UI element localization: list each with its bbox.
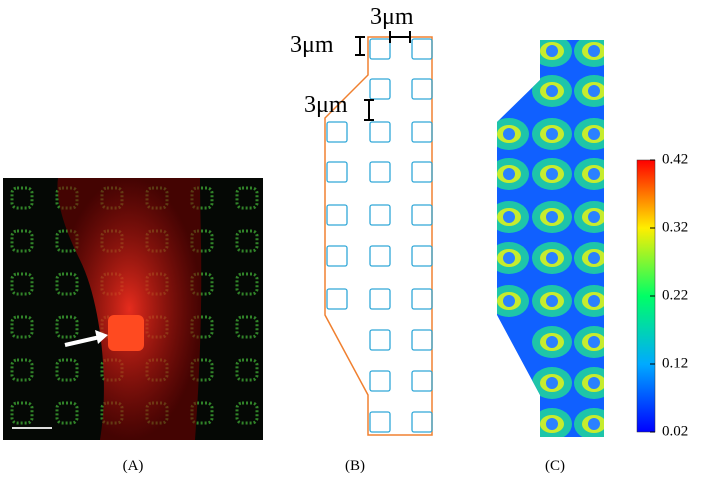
field-spot xyxy=(588,211,600,223)
dimension-label: 3μm xyxy=(304,92,348,118)
cell xyxy=(10,401,34,425)
field-spot xyxy=(588,45,600,57)
cell xyxy=(411,161,433,183)
cell xyxy=(411,411,433,433)
cell xyxy=(369,329,391,351)
tick-label: 0.32 xyxy=(662,219,688,235)
cell xyxy=(235,358,259,382)
cell xyxy=(55,272,79,296)
field-spot xyxy=(546,252,558,264)
field-spot xyxy=(546,168,558,180)
cell xyxy=(10,229,34,253)
cell xyxy=(369,121,391,143)
cell xyxy=(235,186,259,210)
cell xyxy=(10,272,34,296)
field-spot xyxy=(546,45,558,57)
field-spot xyxy=(546,128,558,140)
field-spot xyxy=(503,128,515,140)
cell xyxy=(411,245,433,267)
field-spot xyxy=(503,252,515,264)
cell xyxy=(326,121,348,143)
field-spot xyxy=(546,377,558,389)
cell xyxy=(369,245,391,267)
cell xyxy=(369,161,391,183)
field-spot xyxy=(588,252,600,264)
cell xyxy=(369,288,391,310)
field-spot xyxy=(588,168,600,180)
cell xyxy=(235,401,259,425)
cell xyxy=(369,38,391,60)
cell xyxy=(55,401,79,425)
field-spot xyxy=(588,85,600,97)
field-spot xyxy=(546,85,558,97)
caption: (C) xyxy=(545,458,565,474)
caption: (B) xyxy=(345,458,365,474)
cell xyxy=(326,245,348,267)
field-spot xyxy=(588,418,600,430)
cell xyxy=(10,358,34,382)
caption: (A) xyxy=(123,458,144,474)
cell xyxy=(411,329,433,351)
geometry-diagram: 3μm 3μm 3μm xyxy=(290,4,433,436)
field-spot xyxy=(503,211,515,223)
dimension-label: 3μm xyxy=(370,4,414,30)
cell xyxy=(411,38,433,60)
cell xyxy=(10,315,34,339)
dimension-label: 3μm xyxy=(290,32,334,58)
cell xyxy=(369,411,391,433)
cell xyxy=(326,204,348,226)
cell xyxy=(326,161,348,183)
field-map xyxy=(497,40,604,437)
field-spot xyxy=(588,295,600,307)
cell xyxy=(411,288,433,310)
field-spot xyxy=(503,168,515,180)
field-spot xyxy=(588,336,600,348)
tick-label: 0.02 xyxy=(662,423,688,439)
field-spot xyxy=(503,295,515,307)
cell xyxy=(55,229,79,253)
cell xyxy=(411,78,433,100)
cell xyxy=(369,204,391,226)
cell xyxy=(411,204,433,226)
cell xyxy=(369,78,391,100)
field-spot xyxy=(588,128,600,140)
cell xyxy=(411,121,433,143)
cell xyxy=(10,186,34,210)
cell xyxy=(55,315,79,339)
cell xyxy=(55,358,79,382)
cell xyxy=(235,229,259,253)
field-spot xyxy=(588,377,600,389)
cell xyxy=(411,370,433,392)
cell xyxy=(326,288,348,310)
field-spot xyxy=(546,418,558,430)
micrograph xyxy=(3,178,263,440)
cell xyxy=(235,315,259,339)
field-spot xyxy=(546,295,558,307)
tick-label: 0.22 xyxy=(662,287,688,303)
field-spot xyxy=(546,336,558,348)
tick-label: 0.12 xyxy=(662,355,688,371)
tick-label: 0.42 xyxy=(662,151,688,167)
cell xyxy=(235,272,259,296)
cell xyxy=(369,370,391,392)
field-spot xyxy=(546,211,558,223)
